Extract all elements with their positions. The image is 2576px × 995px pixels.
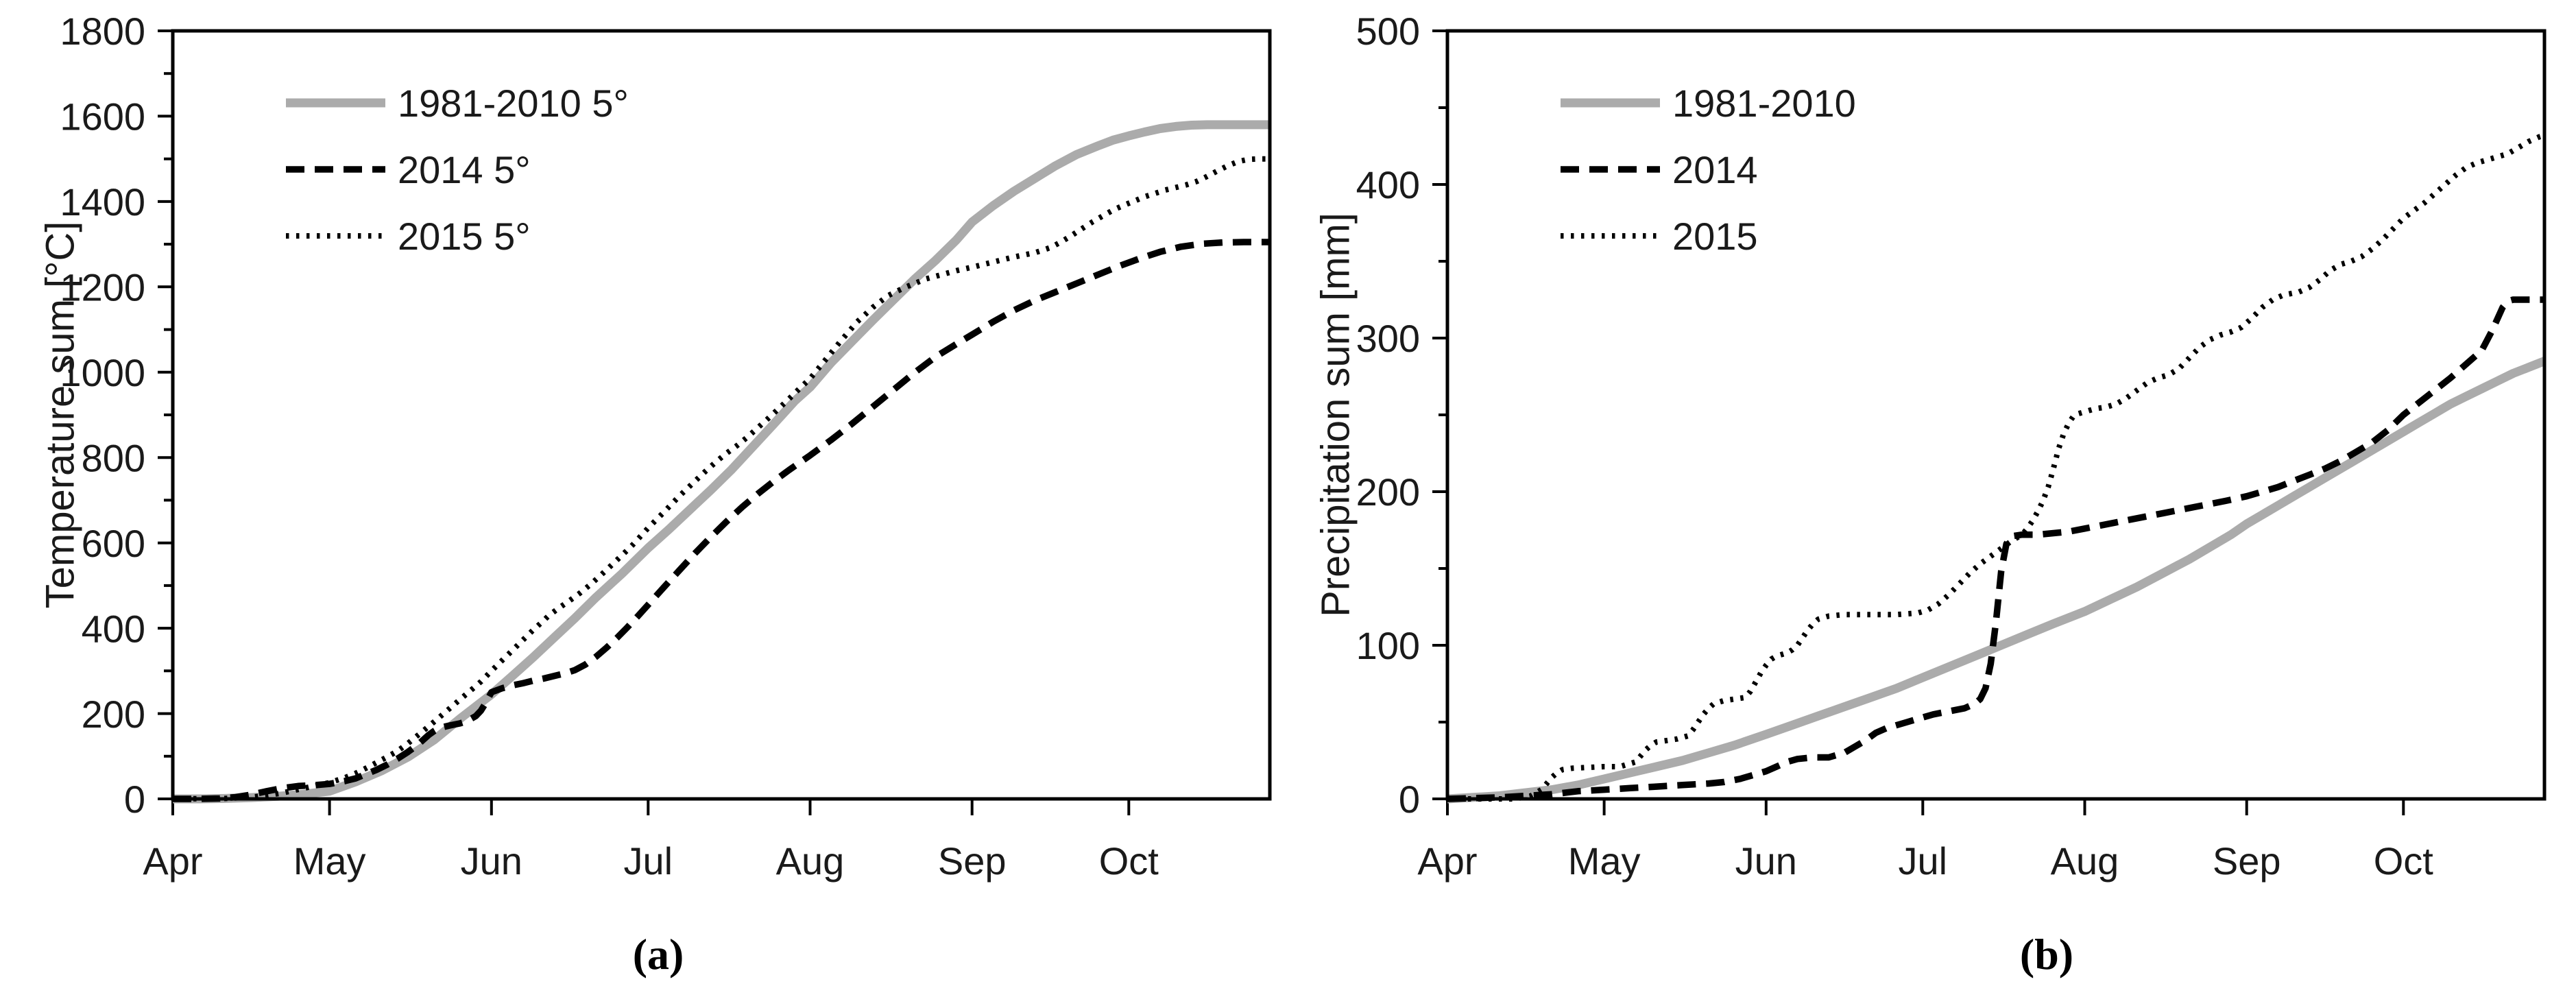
legend-label: 1981-2010 5° xyxy=(398,82,629,125)
x-tick-label: Oct xyxy=(2374,839,2434,883)
y-tick-label: 600 xyxy=(82,522,145,565)
y-tick-label: 400 xyxy=(1356,163,1420,206)
y-tick-label: 0 xyxy=(124,778,145,821)
x-tick-label: Sep xyxy=(2213,839,2281,883)
x-tick-label: May xyxy=(293,839,366,883)
plot-frame xyxy=(171,29,1272,801)
x-tick-label: Jun xyxy=(461,839,522,883)
series-line-2015 xyxy=(1447,132,2546,802)
x-tick-label: Aug xyxy=(2051,839,2119,883)
y-tick-label: 300 xyxy=(1356,317,1420,360)
series-line-2014 xyxy=(1447,296,2544,802)
precipitation-axis-label: Precipitation sum [mm] xyxy=(1313,213,1358,617)
x-tick-label: Sep xyxy=(938,839,1007,883)
legend-label: 1981-2010 xyxy=(1672,82,1856,125)
series-line-1981-2010 xyxy=(1447,357,2547,804)
y-tick-label: 1600 xyxy=(60,95,145,139)
x-tick-label: Jul xyxy=(1899,839,1948,883)
y-tick-label: 800 xyxy=(82,436,145,479)
y-tick-label: 1400 xyxy=(60,180,145,224)
y-tick-label: 200 xyxy=(1356,470,1420,514)
y-tick-label: 400 xyxy=(82,607,145,650)
y-tick-label: 0 xyxy=(1399,778,1420,821)
y-tick-label: 100 xyxy=(1356,624,1420,667)
chart-panel-a: 0 200 400 600 800 1000 1200 1400 1600 1800 Apr May J… xyxy=(60,10,1272,883)
x-tick-label: Oct xyxy=(1099,839,1159,883)
x-tick-label: Apr xyxy=(1417,839,1477,883)
series-line-2014-5- xyxy=(173,239,1270,802)
plot-frame xyxy=(1445,29,2547,801)
legend-label: 2015 xyxy=(1672,215,1758,258)
series-line-1981-2010-5- xyxy=(173,120,1270,804)
y-tick-label: 200 xyxy=(82,693,145,736)
y-tick-label: 1800 xyxy=(60,10,145,53)
legend-label: 2015 5° xyxy=(398,215,531,258)
x-tick-label: Jul xyxy=(624,839,673,883)
y-tick-label: 500 xyxy=(1356,10,1420,53)
x-tick-label: May xyxy=(1568,839,1641,883)
temperature-axis-label: Temperature sum [°C] xyxy=(38,221,83,609)
legend-label: 2014 5° xyxy=(398,148,531,191)
legend-label: 2014 xyxy=(1672,148,1758,191)
chart-panel-b: 0 100 200 300 400 500 Apr May Jun Jul Aug Sep Oct 198… xyxy=(1356,10,2547,883)
x-tick-label: Aug xyxy=(776,839,845,883)
y-tick-label: 1200 xyxy=(60,265,145,309)
series-line-2015-5- xyxy=(172,156,1270,802)
x-tick-label: Apr xyxy=(143,839,202,883)
y-tick-label: 1000 xyxy=(60,351,145,394)
panel-label-b: (b) xyxy=(2019,930,2074,979)
panel-label-a: (a) xyxy=(632,930,684,979)
x-tick-label: Jun xyxy=(1735,839,1797,883)
